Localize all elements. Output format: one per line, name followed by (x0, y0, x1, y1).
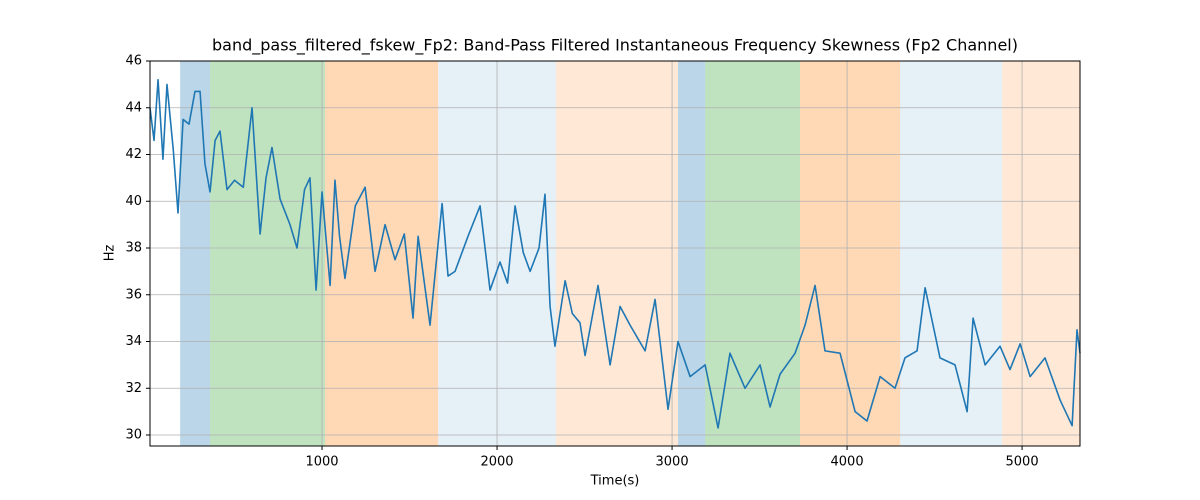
data-line (149, 78, 1081, 429)
x-tick-label: 5000 (1006, 455, 1039, 470)
y-tick-label: 44 (125, 100, 142, 115)
y-tick-label: 46 (125, 54, 142, 69)
y-tick-label: 38 (125, 241, 142, 256)
x-tick-label: 3000 (656, 455, 689, 470)
shaded-span (799, 61, 901, 446)
shaded-span (705, 61, 800, 446)
y-tick-label: 42 (125, 147, 142, 162)
chart-title: band_pass_filtered_fskew_Fp2: Band-Pass … (212, 36, 1018, 56)
y-tick-label: 34 (125, 334, 142, 349)
y-axis-label: Hz (103, 245, 118, 262)
y-tick-label: 30 (125, 428, 142, 443)
shaded-span (180, 61, 211, 446)
plot-frame (149, 60, 1081, 447)
shaded-span (678, 61, 706, 446)
y-tick-label: 36 (125, 287, 142, 302)
shaded-span (556, 61, 679, 446)
x-tick-label: 4000 (831, 455, 864, 470)
x-tick-label: 2000 (480, 455, 513, 470)
shaded-span (210, 61, 326, 446)
x-tick-label: 1000 (305, 455, 338, 470)
shaded-span (900, 61, 1003, 446)
y-tick-label: 40 (125, 194, 142, 209)
shaded-span (1002, 61, 1080, 446)
x-axis-label: Time(s) (590, 474, 640, 489)
y-tick-label: 32 (125, 381, 142, 396)
shaded-span (325, 61, 439, 446)
